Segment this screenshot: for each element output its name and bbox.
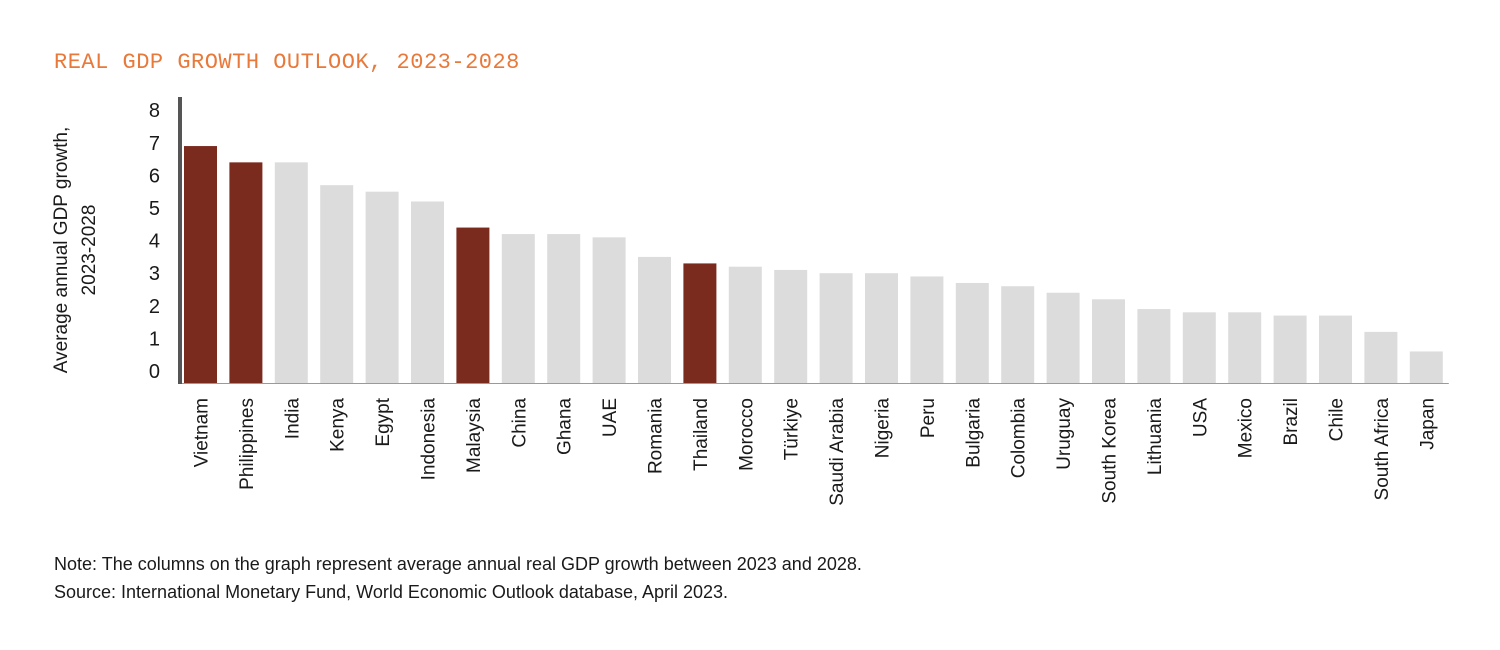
x-tick-label: Indonesia <box>419 398 440 481</box>
x-tick-label: Peru <box>918 398 939 438</box>
bar-malaysia <box>456 227 490 383</box>
bar-philippines <box>229 162 263 383</box>
x-tick-label: Ghana <box>555 398 576 455</box>
bar-bulgaria <box>955 282 989 383</box>
x-tick-label: Colombia <box>1009 398 1030 479</box>
chart-notes: Note: The columns on the graph represent… <box>54 550 862 606</box>
x-tick-label: Vietnam <box>192 398 213 467</box>
x-tick-label: UAE <box>600 398 621 437</box>
y-tick-label: 5 <box>149 198 160 220</box>
x-tick-label: Saudi Arabia <box>827 398 848 506</box>
x-tick-label: Brazil <box>1281 398 1302 446</box>
bar-nigeria <box>865 273 898 383</box>
x-tick-label: Romania <box>646 398 667 474</box>
x-tick-label: Kenya <box>328 398 349 452</box>
bar-usa <box>1182 312 1216 383</box>
bar-chile <box>1319 315 1352 383</box>
bar-uruguay <box>1046 292 1080 383</box>
x-tick-label: Malaysia <box>464 398 485 473</box>
bar-saudi-arabia <box>819 273 853 383</box>
x-tick-label: India <box>282 398 303 440</box>
bar-india <box>274 162 308 383</box>
x-tick-label: Morocco <box>736 398 757 471</box>
bar-peru <box>910 276 944 383</box>
bar-south-korea <box>1092 299 1125 383</box>
bar-kenya <box>320 185 354 383</box>
x-tick-label: Bulgaria <box>963 398 984 468</box>
bar-türkiye <box>774 269 808 383</box>
y-tick-label: 3 <box>149 263 160 285</box>
x-tick-label: Egypt <box>373 397 394 446</box>
y-tick-label: 6 <box>149 165 160 187</box>
x-tick-label: South Korea <box>1100 398 1121 504</box>
bar-mexico <box>1228 312 1262 383</box>
x-tick-label: Japan <box>1417 398 1438 450</box>
bar-japan <box>1409 351 1443 383</box>
note-text: Note: The columns on the graph represent… <box>54 554 862 574</box>
y-tick-label: 0 <box>149 361 160 383</box>
source-text: Source: International Monetary Fund, Wor… <box>54 582 729 602</box>
bar-indonesia <box>411 201 444 383</box>
x-tick-label: Lithuania <box>1145 398 1166 476</box>
x-tick-label: USA <box>1190 398 1211 437</box>
x-tick-label: Türkiye <box>782 398 803 460</box>
y-tick-label: 2 <box>149 296 160 318</box>
bar-uae <box>592 237 626 383</box>
bar-china <box>501 234 535 383</box>
bar-colombia <box>1001 286 1035 383</box>
bar-ghana <box>547 234 581 383</box>
y-tick-label: 1 <box>149 328 160 350</box>
bar-thailand <box>683 263 717 383</box>
bar-south-africa <box>1364 331 1398 383</box>
y-tick-label: 4 <box>149 231 160 253</box>
y-tick-label: 8 <box>149 100 160 122</box>
bar-egypt <box>365 191 399 383</box>
x-tick-label: Nigeria <box>873 398 894 459</box>
bar-romania <box>638 256 671 383</box>
x-tick-label: Uruguay <box>1054 398 1075 470</box>
x-tick-label: Thailand <box>691 398 712 471</box>
bar-brazil <box>1273 315 1307 383</box>
x-tick-label: Philippines <box>237 398 258 490</box>
bar-morocco <box>728 266 762 383</box>
x-tick-label: South Africa <box>1372 398 1393 501</box>
y-tick-label: 7 <box>149 133 160 155</box>
x-tick-label: China <box>509 398 530 448</box>
bar-vietnam <box>184 146 217 383</box>
bar-lithuania <box>1137 309 1171 383</box>
chart-title: REAL GDP GROWTH OUTLOOK, 2023-2028 <box>54 50 520 75</box>
x-tick-label: Chile <box>1327 398 1348 441</box>
x-tick-label: Mexico <box>1236 398 1257 458</box>
